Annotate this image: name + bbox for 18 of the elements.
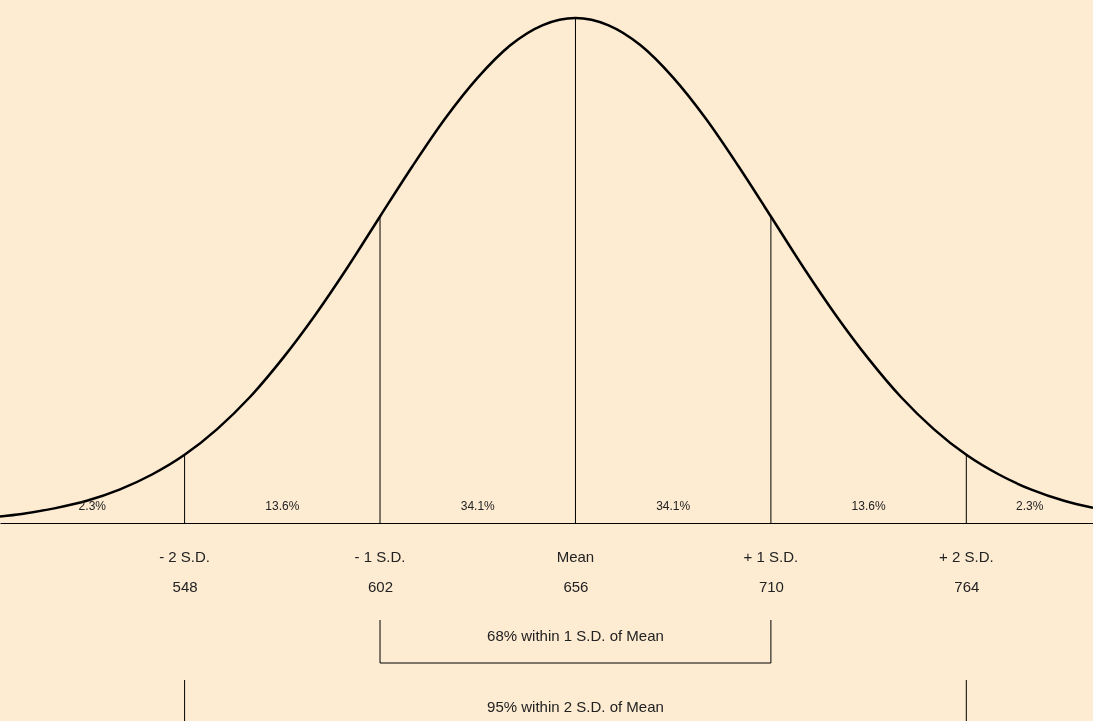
annotation: 13.6% bbox=[265, 499, 300, 513]
x-tick-label: 656 bbox=[563, 577, 589, 595]
ref-line-label: + 1 S.D. bbox=[743, 548, 799, 565]
ref-line-label: - 1 S.D. bbox=[354, 548, 406, 565]
annotation: 2.3% bbox=[78, 499, 107, 513]
annotation: 13.6% bbox=[851, 499, 886, 513]
ref-line-label: Mean bbox=[556, 548, 595, 565]
text: 95% within 2 S.D. of Mean bbox=[487, 698, 664, 715]
x-tick-label: 710 bbox=[758, 577, 784, 595]
ref-line-label: + 2 S.D. bbox=[939, 548, 994, 565]
x-tick-label: 548 bbox=[172, 577, 198, 595]
annotation: 34.1% bbox=[656, 499, 691, 513]
text: 68% within 1 S.D. of Mean bbox=[487, 627, 664, 644]
x-tick-label: 602 bbox=[368, 577, 394, 595]
annotation: 2.3% bbox=[1015, 499, 1044, 513]
annotation: 34.1% bbox=[460, 499, 496, 513]
x-tick-label: 764 bbox=[954, 577, 980, 595]
ref-line-label: - 2 S.D. bbox=[159, 548, 211, 565]
